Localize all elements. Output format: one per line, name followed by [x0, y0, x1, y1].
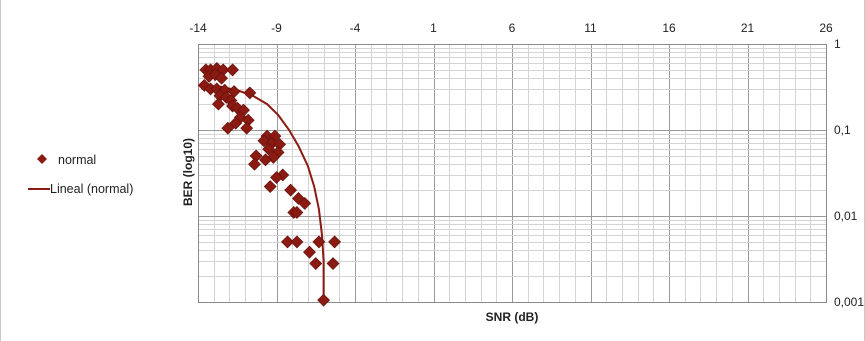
legend-label-trendline: Lineal (normal) — [50, 182, 133, 196]
x-tick-label: -14 — [189, 21, 207, 35]
legend-marker-diamond — [37, 154, 47, 164]
data-point-marker — [262, 142, 276, 156]
data-point-marker — [328, 235, 342, 249]
data-point-marker — [243, 86, 257, 100]
x-tick-label: 11 — [584, 21, 597, 35]
y-tick-label: 0,01 — [834, 209, 858, 223]
x-axis-title: SNR (dB) — [486, 310, 539, 324]
data-point-marker — [259, 153, 272, 167]
legend-item-normal: normal — [37, 153, 96, 167]
data-point-marker — [248, 157, 261, 171]
series — [197, 61, 342, 307]
data-point-marker — [240, 121, 254, 135]
y-axis-title: BER (log10) — [181, 138, 195, 206]
data-point-marker — [290, 206, 304, 219]
x-tick-label: 1 — [430, 21, 437, 35]
trendline-normal — [201, 84, 325, 302]
data-point-marker — [270, 171, 283, 184]
legend-label-normal: normal — [58, 153, 96, 167]
data-point-marker — [226, 63, 239, 77]
data-point-marker — [229, 116, 243, 130]
x-tick-label: 16 — [662, 21, 676, 35]
x-tick-label: -4 — [350, 21, 361, 35]
data-point-marker — [298, 197, 312, 210]
plot-area-border — [198, 44, 827, 303]
data-point-marker — [303, 245, 316, 259]
data-point-marker — [221, 121, 235, 135]
data-point-marker — [215, 71, 228, 85]
legend-item-trendline: Lineal (normal) — [28, 182, 133, 196]
x-tick-label: -9 — [271, 21, 282, 35]
data-point-marker — [284, 183, 298, 197]
data-point-marker — [257, 134, 271, 148]
data-point-marker — [281, 235, 294, 249]
legend: normal Lineal (normal) — [28, 153, 133, 196]
y-tick-label: 0,001 — [834, 295, 864, 309]
scatter-series-normal — [197, 61, 342, 307]
data-point-marker — [317, 293, 331, 307]
data-point-marker — [312, 235, 326, 249]
x-tick-label: 6 — [509, 21, 516, 35]
data-point-marker — [292, 192, 305, 205]
grid — [198, 44, 827, 303]
x-tick-label: 21 — [741, 21, 755, 35]
data-point-marker — [326, 257, 340, 270]
data-point-marker — [211, 97, 225, 111]
data-point-marker — [263, 180, 277, 193]
data-point-marker — [290, 235, 304, 249]
data-point-marker — [309, 257, 323, 270]
y-tick-label: 1 — [834, 37, 841, 51]
y-tick-label: 0,1 — [834, 123, 851, 137]
data-point-marker — [208, 68, 222, 82]
x-tick-label: 26 — [819, 21, 833, 35]
data-point-marker — [276, 168, 290, 182]
